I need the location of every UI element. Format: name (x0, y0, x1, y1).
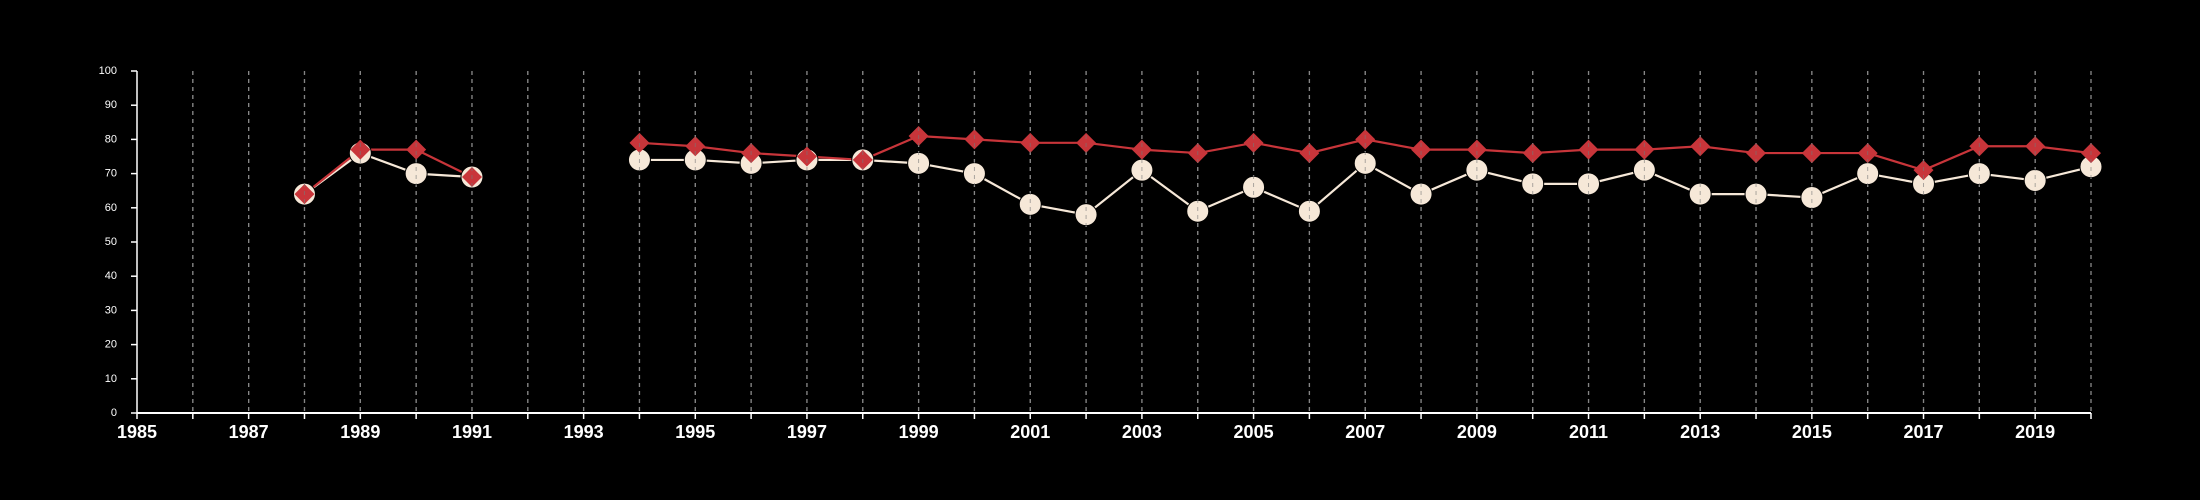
series-1-point (404, 162, 428, 186)
y-tick-label: 100 (99, 65, 117, 77)
y-tick-label: 40 (105, 270, 117, 282)
series-2-point (1634, 139, 1655, 160)
y-tick-label: 0 (111, 407, 117, 419)
series-2-point (964, 129, 985, 150)
x-tick-label: 1993 (564, 422, 604, 442)
series-2-point (796, 146, 817, 167)
series-2-line (303, 148, 473, 195)
series-1-point (962, 162, 986, 186)
axes: 0 10 20 30 40 50 60 70 80 90 100 1985 1987 1989 1991 19… (99, 65, 2092, 442)
x-tick-label: 1987 (229, 422, 269, 442)
y-tick-label: 80 (105, 133, 117, 145)
x-tick-label: 1999 (899, 422, 939, 442)
x-tick-label: 2001 (1010, 422, 1050, 442)
y-tick-label: 60 (105, 202, 117, 214)
x-tick-label: 2015 (1792, 422, 1832, 442)
series-2-point (406, 139, 427, 160)
x-tick-label: 2005 (1234, 422, 1274, 442)
x-tick-label: 2011 (1569, 422, 1608, 442)
series-1-point (2023, 168, 2047, 192)
series-1-point (907, 151, 931, 175)
series-2-point (1020, 132, 1041, 153)
x-tick-label: 2017 (1903, 422, 1943, 442)
series-1-point (1353, 151, 1377, 175)
y-tick-label: 10 (105, 373, 117, 385)
x-tick-label: 2007 (1345, 422, 1385, 442)
x-tick-label: 1997 (787, 422, 827, 442)
series-2-point (1578, 139, 1599, 160)
series-group (192, 71, 2103, 413)
x-tick-label: 1995 (675, 422, 715, 442)
y-tick-label: 30 (105, 304, 117, 316)
x-tick-label: 1985 (117, 422, 157, 442)
x-tick-label: 2013 (1680, 422, 1720, 442)
series-2-point (1355, 129, 1376, 150)
series-2-point (1466, 139, 1487, 160)
series-2-point (1076, 132, 1097, 153)
series-2-point (1131, 139, 1152, 160)
x-tick-label: 2019 (2015, 422, 2055, 442)
series-1-point (1018, 192, 1042, 216)
x-tick-label: 1989 (340, 422, 380, 442)
series-1-point (1856, 162, 1880, 186)
x-tick-label: 2003 (1122, 422, 1162, 442)
series-1-point (1967, 162, 1991, 186)
y-tick-label: 50 (105, 236, 117, 248)
y-tick-label: 70 (105, 168, 117, 180)
series-2-point (629, 132, 650, 153)
series-2-point (1411, 139, 1432, 160)
x-tick-label: 2009 (1457, 422, 1497, 442)
series-2-point (1243, 132, 1264, 153)
x-tick-label: 1991 (452, 422, 492, 442)
series-1-point (1074, 203, 1098, 227)
y-tick-label: 90 (105, 99, 117, 111)
y-tick-label: 20 (105, 339, 117, 351)
series-1-line (303, 151, 473, 196)
series-2-point (350, 139, 371, 160)
series-1-point (1800, 186, 1824, 210)
